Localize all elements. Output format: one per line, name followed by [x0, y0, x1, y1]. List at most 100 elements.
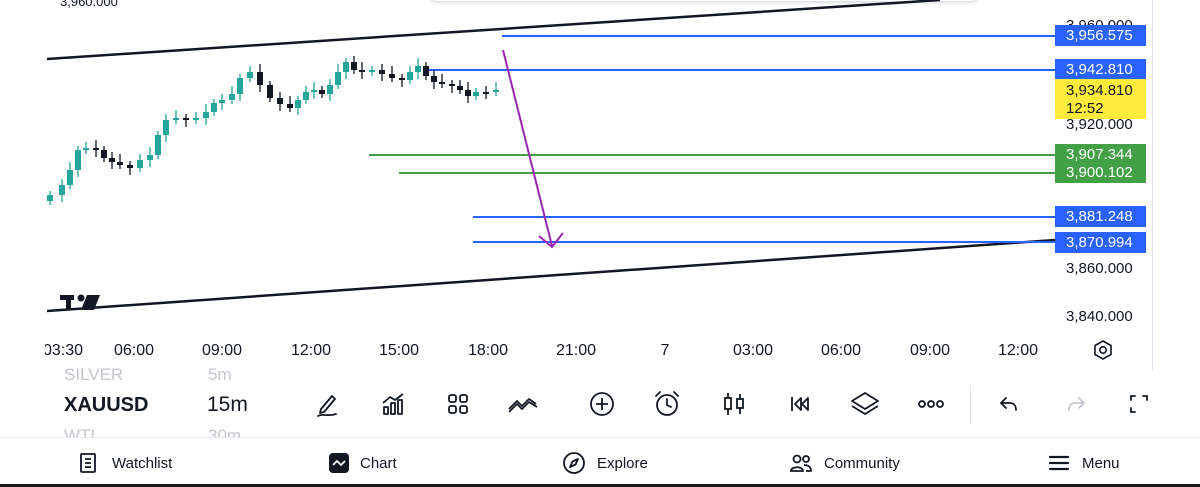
price-tick: 3,920.000 — [1066, 116, 1133, 133]
hamburger-icon — [1048, 454, 1070, 472]
time-label: 03:00 — [732, 342, 774, 359]
price-tag-level[interactable]: 3,881.248 — [1055, 206, 1146, 227]
tradingview-logo — [60, 292, 106, 315]
candle-body — [173, 118, 179, 120]
candle-body — [379, 70, 385, 74]
candle-body — [93, 148, 99, 150]
candle-body — [343, 62, 349, 72]
nav-watchlist[interactable]: Watchlist — [78, 451, 172, 475]
candle-body — [163, 120, 169, 135]
time-label: 21:00 — [555, 342, 597, 359]
candle-body — [351, 62, 357, 70]
time-label: 06:00 — [113, 342, 155, 359]
chart-settings-icon[interactable] — [1092, 339, 1114, 361]
nav-label: Watchlist — [112, 454, 173, 472]
chart-icon — [328, 452, 350, 474]
price-tag-level[interactable]: 3,956.575 — [1055, 25, 1146, 46]
nav-label: Explore — [597, 454, 648, 472]
candle-body — [229, 94, 235, 100]
candle-body — [219, 100, 225, 103]
nav-community[interactable]: Community — [789, 451, 900, 475]
price-tick: 3,860.000 — [1066, 260, 1133, 277]
chart-canvas[interactable] — [0, 0, 1152, 370]
candle-body — [483, 92, 489, 94]
price-tag-level[interactable]: 3,870.994 — [1055, 232, 1146, 253]
candlestick-series — [47, 56, 499, 205]
compass-icon — [562, 451, 586, 475]
layers-icon[interactable] — [848, 387, 882, 421]
replay-icon[interactable] — [782, 387, 816, 421]
chart-toolbar: SILVER XAUUSD WTI 5m 15m 30m — [0, 365, 1200, 445]
strategy-icon[interactable] — [506, 387, 540, 421]
fullscreen-icon[interactable] — [1122, 387, 1156, 421]
candle-body — [75, 150, 81, 170]
candle-body — [109, 158, 115, 162]
time-label: 7 — [660, 342, 670, 359]
add-icon[interactable] — [585, 387, 619, 421]
current-price-value: 3,934.810 — [1066, 82, 1133, 99]
candle-body — [389, 74, 395, 78]
candle-body — [183, 118, 189, 120]
candle-body — [319, 90, 325, 94]
symbol-above[interactable]: SILVER — [64, 365, 124, 384]
time-label: 12:00 — [290, 342, 332, 359]
candle-body — [407, 72, 413, 80]
time-label: 06:00 — [820, 342, 862, 359]
candle-body — [147, 155, 153, 160]
candle-body — [137, 160, 143, 168]
timeframe-above[interactable]: 5m — [208, 365, 232, 384]
layout-grid-icon[interactable] — [441, 387, 475, 421]
chart-area[interactable]: 3,960.000 3,960.000 3,920.000 3,860. — [0, 0, 1200, 370]
nav-label: Chart — [360, 454, 397, 472]
candle-body — [439, 82, 445, 84]
alarm-icon[interactable] — [650, 387, 684, 421]
candle-body — [237, 78, 243, 94]
candle-body — [369, 70, 375, 72]
price-tick: 3,840.000 — [1066, 308, 1133, 325]
nav-menu[interactable]: Menu — [1048, 451, 1120, 475]
candles-icon[interactable] — [717, 387, 751, 421]
nav-label: Menu — [1082, 454, 1120, 472]
current-price-tag[interactable]: 3,934.810 12:52 — [1055, 79, 1146, 119]
candle-body — [59, 185, 65, 195]
candle-body — [423, 66, 429, 76]
candle-body — [431, 76, 437, 82]
system-bar-edge — [0, 484, 1200, 487]
pencil-icon[interactable] — [311, 387, 345, 421]
candle-body — [211, 103, 217, 112]
candle-body — [277, 98, 283, 104]
candle-body — [203, 112, 209, 118]
header-partial-text: 3,960.000 — [60, 0, 118, 9]
nav-chart[interactable]: Chart — [328, 451, 397, 475]
timeframe-selector[interactable]: 15m — [207, 393, 248, 416]
bottom-navigation: Watchlist Chart Explore Community — [0, 437, 1200, 487]
candle-body — [257, 72, 263, 85]
redo-icon[interactable] — [1059, 387, 1093, 421]
candle-body — [83, 148, 89, 150]
chart-right-border — [1152, 0, 1153, 370]
projection-arrow[interactable] — [502, 49, 564, 249]
candle-body — [415, 66, 421, 72]
nav-explore[interactable]: Explore — [562, 451, 648, 475]
price-tag-level[interactable]: 3,907.344 — [1055, 144, 1146, 165]
candle-body — [287, 104, 293, 108]
time-label: 09:00 — [201, 342, 243, 359]
candle-body — [399, 78, 405, 80]
upper-trend-line[interactable] — [46, 0, 941, 61]
price-tag-level[interactable]: 3,900.102 — [1055, 162, 1146, 183]
candle-body — [193, 118, 199, 120]
time-label: 09:00 — [909, 342, 951, 359]
candle-body — [493, 90, 499, 92]
candle-body — [295, 100, 301, 108]
lower-trend-line[interactable] — [46, 238, 1056, 313]
price-tag-level[interactable]: 3,942.810 — [1055, 59, 1146, 80]
watchlist-icon — [78, 452, 98, 474]
indicators-icon[interactable] — [376, 387, 410, 421]
undo-icon[interactable] — [992, 387, 1026, 421]
candle-body — [449, 84, 455, 86]
more-icon[interactable] — [914, 387, 948, 421]
symbol-selector[interactable]: XAUUSD — [64, 394, 149, 416]
candle-body — [327, 85, 333, 94]
candle-body — [335, 72, 341, 85]
candle-body — [101, 150, 107, 158]
